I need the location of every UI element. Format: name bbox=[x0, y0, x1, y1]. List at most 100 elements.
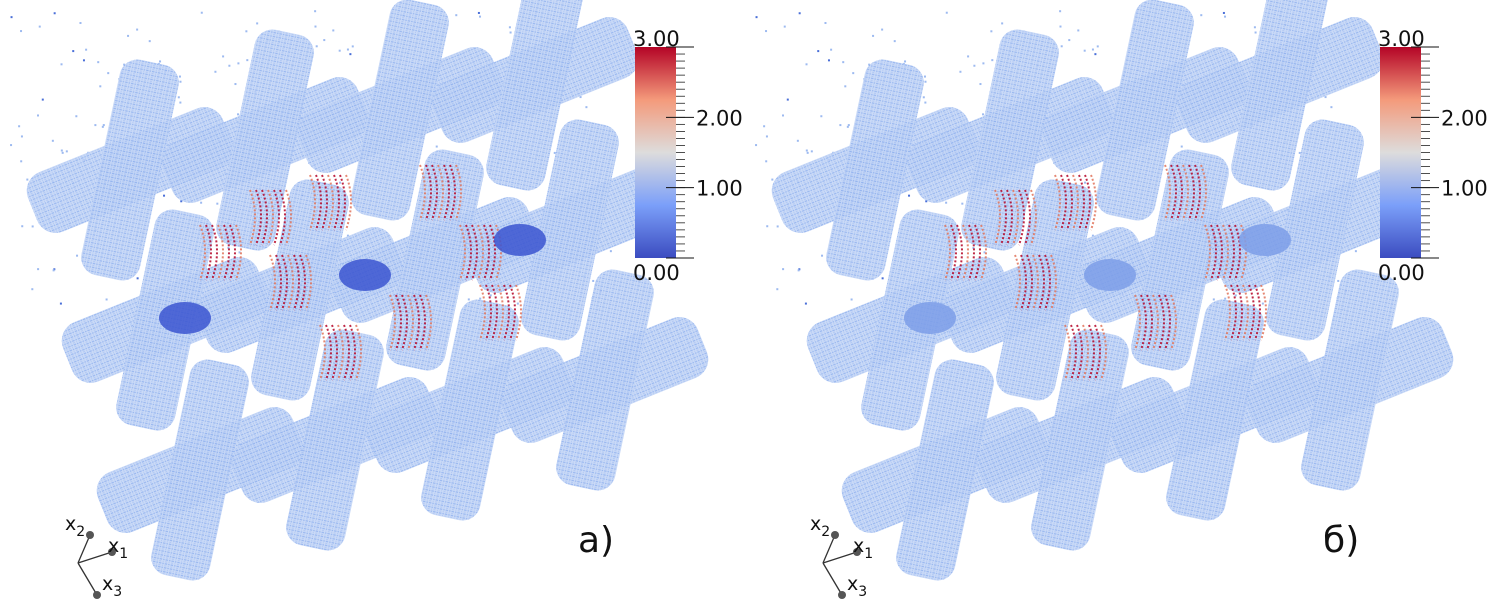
point bbox=[765, 30, 768, 33]
point bbox=[37, 268, 40, 271]
point bbox=[508, 26, 511, 29]
stress-strand bbox=[211, 224, 218, 281]
axis-label: x3 bbox=[102, 573, 122, 600]
colorbar bbox=[635, 47, 676, 258]
point bbox=[246, 59, 249, 62]
axis-label: x1 bbox=[853, 535, 873, 562]
point bbox=[839, 124, 842, 127]
stress-strand bbox=[1228, 224, 1235, 281]
stress-strand bbox=[1090, 174, 1097, 231]
stress-strand bbox=[956, 224, 963, 281]
yarn bbox=[996, 179, 1094, 401]
stress-strand bbox=[267, 189, 274, 246]
point bbox=[228, 64, 231, 67]
stress-strand bbox=[509, 284, 516, 341]
stress-strand bbox=[419, 294, 426, 351]
stress-strand bbox=[465, 224, 472, 281]
stress-strand bbox=[325, 324, 332, 381]
yarn bbox=[1031, 329, 1129, 551]
point bbox=[924, 80, 927, 83]
axis-label-base: x bbox=[65, 513, 76, 535]
yarn bbox=[826, 59, 924, 281]
stress-strand bbox=[1082, 324, 1089, 381]
point bbox=[990, 30, 993, 33]
point bbox=[60, 63, 63, 66]
stress-strand bbox=[223, 224, 230, 281]
stress-strand bbox=[337, 324, 344, 381]
point bbox=[20, 160, 23, 163]
stress-strand bbox=[269, 254, 276, 311]
stress-strand bbox=[1240, 224, 1247, 281]
point bbox=[489, 294, 492, 297]
point bbox=[852, 72, 855, 75]
stress-strand bbox=[1234, 224, 1241, 281]
stress-strand bbox=[413, 294, 420, 351]
stress-strand bbox=[1084, 174, 1091, 231]
stress-strand bbox=[1182, 164, 1189, 221]
point bbox=[847, 124, 850, 127]
stress-strand bbox=[419, 164, 426, 221]
point bbox=[776, 288, 779, 291]
point bbox=[1091, 234, 1094, 237]
point bbox=[1001, 22, 1004, 25]
stress-strand bbox=[249, 189, 256, 246]
stress-strand bbox=[407, 294, 414, 351]
point bbox=[553, 151, 556, 154]
point bbox=[796, 139, 799, 142]
point bbox=[830, 48, 833, 51]
yarn bbox=[961, 29, 1059, 251]
point bbox=[592, 279, 595, 282]
axis-label: x2 bbox=[810, 513, 830, 540]
point bbox=[972, 246, 975, 249]
stress-strand bbox=[950, 224, 957, 281]
point bbox=[200, 11, 203, 14]
point bbox=[881, 277, 884, 280]
point bbox=[1234, 294, 1237, 297]
stress-strand bbox=[1210, 224, 1217, 281]
stress-strand bbox=[1254, 284, 1261, 341]
low-region bbox=[494, 224, 546, 256]
yarn bbox=[251, 179, 349, 401]
stress-strand bbox=[321, 174, 328, 231]
point bbox=[516, 302, 519, 305]
point bbox=[59, 302, 62, 305]
stress-strand bbox=[477, 224, 484, 281]
point bbox=[179, 80, 182, 83]
stress-strand bbox=[1060, 174, 1067, 231]
yarn bbox=[1301, 269, 1399, 491]
stress-strand bbox=[343, 324, 350, 381]
point bbox=[908, 194, 911, 197]
stress-strand bbox=[1194, 164, 1201, 221]
point bbox=[455, 14, 458, 17]
stress-strand bbox=[980, 224, 987, 281]
yarn bbox=[351, 0, 449, 221]
yarn bbox=[1266, 119, 1364, 341]
stress-strand bbox=[994, 189, 1001, 246]
point bbox=[85, 48, 88, 51]
stress-strand bbox=[305, 254, 312, 311]
point bbox=[1298, 151, 1301, 154]
axis-label: x2 bbox=[65, 513, 85, 540]
point bbox=[827, 59, 830, 62]
point bbox=[222, 55, 225, 58]
stress-strand bbox=[1134, 294, 1141, 351]
stress-strand bbox=[489, 224, 496, 281]
stress-strand bbox=[1140, 294, 1147, 351]
point bbox=[961, 202, 964, 205]
point bbox=[99, 85, 102, 88]
yarn bbox=[1231, 0, 1329, 191]
point bbox=[765, 135, 768, 138]
point bbox=[101, 125, 104, 128]
stress-strand bbox=[1100, 324, 1107, 381]
stress-strand bbox=[319, 324, 326, 381]
point bbox=[842, 61, 845, 64]
stress-strand bbox=[471, 224, 478, 281]
point bbox=[1059, 25, 1062, 28]
point bbox=[227, 246, 230, 249]
point bbox=[339, 181, 342, 184]
point bbox=[435, 145, 438, 148]
stress-strand bbox=[483, 224, 490, 281]
point bbox=[844, 85, 847, 88]
stress-strand bbox=[1012, 189, 1019, 246]
point bbox=[1224, 297, 1227, 300]
